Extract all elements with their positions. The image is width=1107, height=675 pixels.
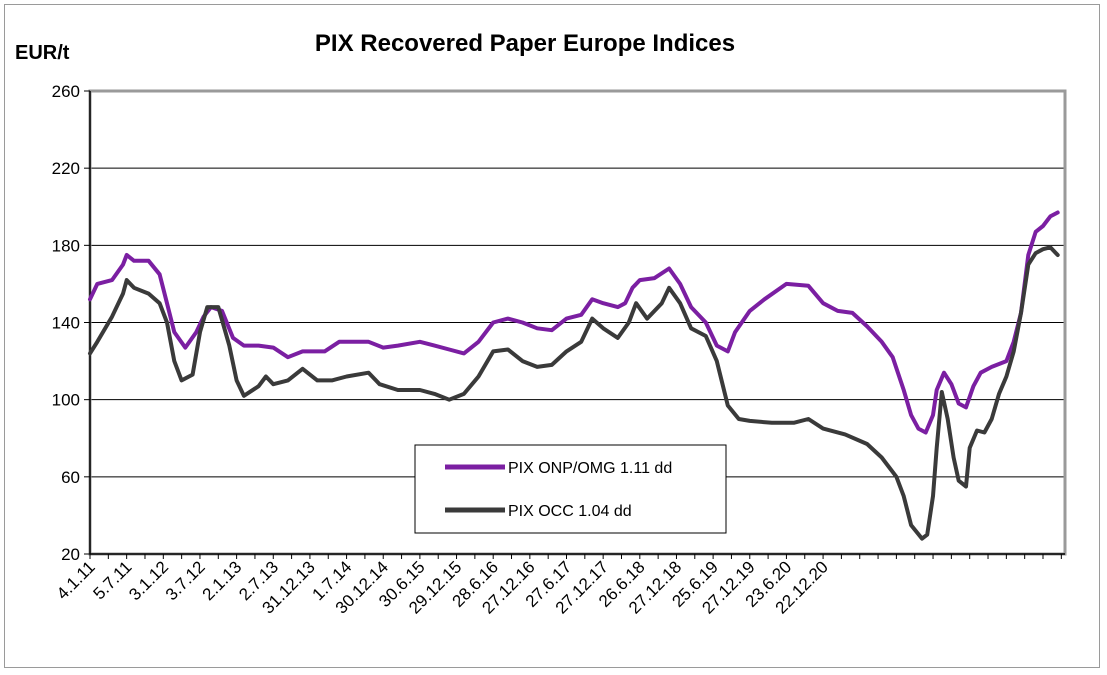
line-chart: PIX Recovered Paper Europe Indices EUR/t…	[15, 30, 1067, 618]
series-group	[88, 210, 1060, 541]
y-tick-label: 220	[52, 159, 80, 178]
x-axis-ticks: 4.1.115.7.113.1.123.7.122.1.132.7.1331.1…	[53, 554, 1062, 618]
y-tick-label: 100	[52, 391, 80, 410]
grid-lines	[90, 167, 1065, 478]
y-tick-label: 60	[61, 468, 80, 487]
series-line-occ	[88, 245, 1060, 541]
x-tick-label: 2.1.13	[199, 557, 246, 604]
y-tick-label: 180	[52, 236, 80, 255]
y-tick-label: 260	[52, 82, 80, 101]
legend-label-onp: PIX ONP/OMG 1.11 dd	[508, 460, 672, 477]
legend-box	[414, 444, 727, 534]
y-tick-label: 20	[61, 545, 80, 564]
x-tick-label: 5.7.11	[90, 557, 136, 603]
legend: PIX ONP/OMG 1.11 dd PIX OCC 1.04 dd	[414, 444, 727, 534]
legend-label-occ: PIX OCC 1.04 dd	[508, 503, 632, 520]
chart-title: PIX Recovered Paper Europe Indices	[315, 30, 735, 57]
chart-frame: PIX Recovered Paper Europe Indices EUR/t…	[4, 4, 1100, 668]
y-tick-label: 140	[52, 314, 80, 333]
y-axis-ticks: 20 60 100 140 180 220 260	[52, 82, 90, 564]
x-tick-label: 4.1.11	[53, 557, 99, 603]
x-tick-label: 3.1.12	[125, 557, 172, 604]
y-axis-label: EUR/t	[15, 42, 70, 64]
x-tick-label: 3.7.12	[162, 557, 209, 604]
